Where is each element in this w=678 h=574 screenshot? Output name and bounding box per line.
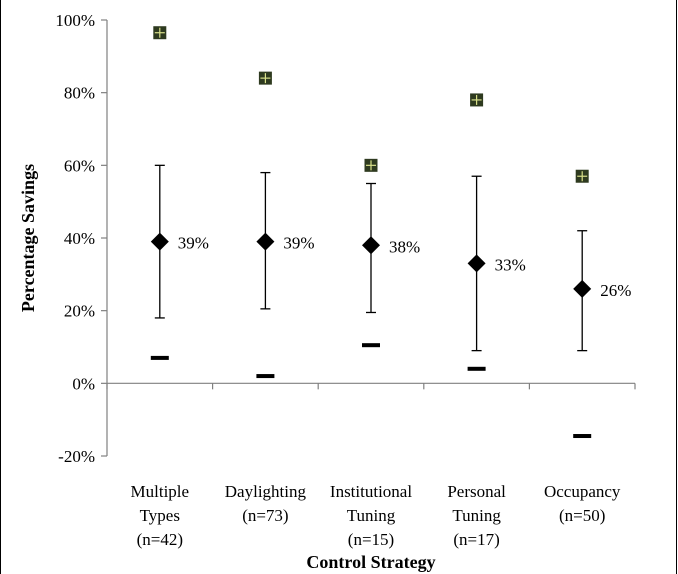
mean-data-label: 33% <box>495 255 526 274</box>
y-axis-title: Percentage Savings <box>18 164 38 312</box>
category-label: (n=15) <box>348 530 394 549</box>
y-tick-label: 100% <box>55 11 95 30</box>
y-tick-label: -20% <box>58 447 95 466</box>
min-dash-marker <box>362 343 380 348</box>
category-label: (n=50) <box>559 506 605 525</box>
category-label: (n=73) <box>242 506 288 525</box>
y-tick-label: 20% <box>64 302 95 321</box>
mean-data-label: 39% <box>283 234 314 253</box>
y-tick-label: 0% <box>72 374 95 393</box>
category-label: Multiple <box>131 482 190 501</box>
mean-diamond-marker <box>256 232 275 251</box>
mean-data-label: 38% <box>389 237 420 256</box>
min-dash-marker <box>573 434 592 439</box>
mean-data-label: 26% <box>600 281 631 300</box>
mean-diamond-marker <box>150 232 169 251</box>
min-dash-marker <box>150 355 169 360</box>
y-tick-label: 40% <box>64 229 95 248</box>
mean-diamond-marker <box>467 254 486 273</box>
category-label: Personal <box>447 482 506 501</box>
y-tick-label: 60% <box>64 156 95 175</box>
category-label: (n=17) <box>453 530 499 549</box>
mean-diamond-marker <box>362 236 380 255</box>
mean-data-label: 39% <box>178 234 209 253</box>
category-label: Occupancy <box>544 482 621 501</box>
min-dash-marker <box>467 366 486 371</box>
category-label: Daylighting <box>225 482 307 501</box>
y-tick-label: 80% <box>64 84 95 103</box>
category-label: Tuning <box>452 506 501 525</box>
min-dash-marker <box>256 374 275 379</box>
category-label: Institutional <box>330 482 412 501</box>
category-label: Tuning <box>347 506 396 525</box>
mean-diamond-marker <box>573 279 592 298</box>
x-axis-title: Control Strategy <box>306 552 435 572</box>
category-label: (n=42) <box>137 530 183 549</box>
category-label: Types <box>140 506 180 525</box>
